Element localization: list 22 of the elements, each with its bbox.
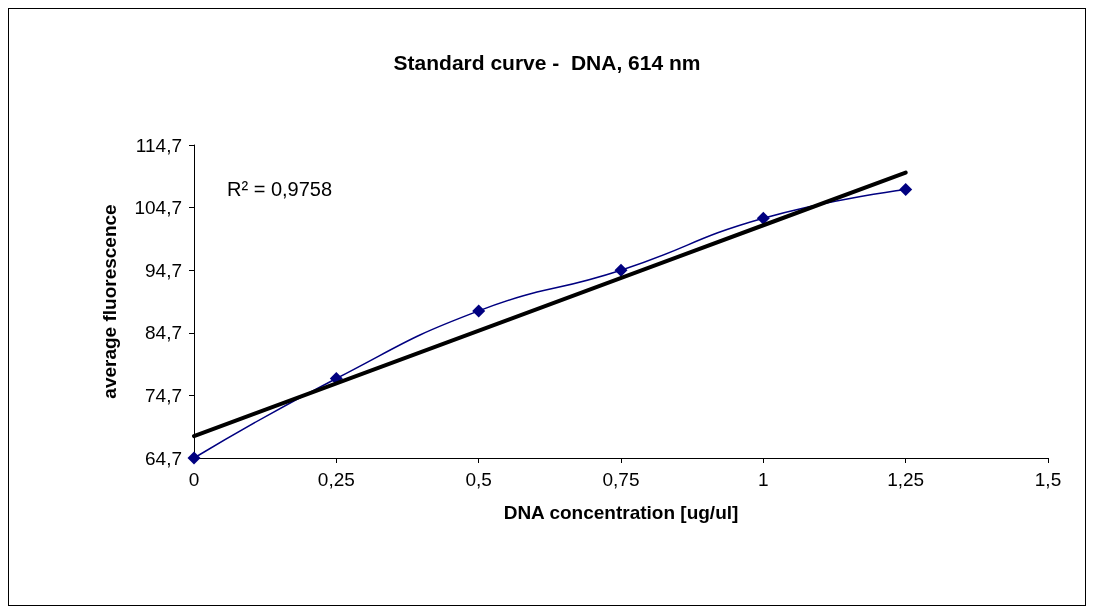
x-tick-label: 0,75 [602,469,640,490]
y-tick-label: 94,7 [145,259,182,281]
x-tick-label: 1,5 [1034,469,1062,490]
y-tick-label: 104,7 [134,197,182,219]
y-tick-label: 74,7 [145,384,182,406]
x-tick-label: 1 [758,469,769,490]
y-tick-label: 64,7 [145,447,182,469]
x-tick-label: 0 [188,469,200,490]
x-tick-label: 0,25 [317,469,355,490]
point [187,451,201,465]
x-tick-label: 0,5 [465,469,492,490]
annotation: R² = 0,9758 [227,178,333,200]
chart-title: Standard curve - DNA, 614 nm [393,51,701,74]
y-tick-label: 114,7 [135,134,182,156]
x-tick-label: 1,25 [887,469,925,490]
point [472,304,486,318]
point [614,263,628,277]
y-axis-title: average fluorescence [99,204,120,399]
point [756,211,770,225]
point [899,182,913,196]
x-axis-title: DNA concentration [ug/ul] [503,502,739,523]
y-tick-label: 84,7 [145,322,182,344]
